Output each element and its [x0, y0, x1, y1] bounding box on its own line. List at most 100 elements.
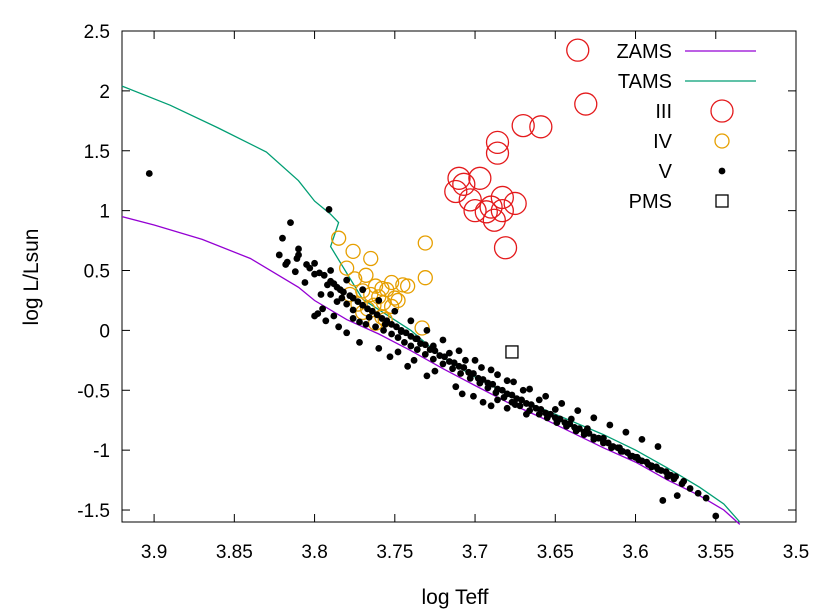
data-point-v: [362, 321, 370, 328]
data-point-v: [373, 311, 381, 319]
legend-swatch-pms: [715, 194, 729, 208]
data-point-v: [317, 291, 325, 298]
data-point-v: [657, 467, 665, 474]
data-point-v: [455, 347, 463, 355]
data-point-v: [484, 384, 492, 392]
data-point-v: [436, 352, 444, 359]
legend-swatch-iv: [714, 133, 730, 149]
data-point-v: [349, 294, 357, 302]
data-point-v: [423, 326, 431, 334]
data-point-iv: [345, 243, 361, 260]
plot-series: [121, 38, 741, 525]
data-point-iv: [358, 267, 374, 283]
data-point-v: [279, 234, 286, 242]
data-point-v: [458, 390, 466, 398]
data-point-iii: [503, 191, 527, 216]
data-point-v: [349, 306, 357, 314]
y-tick-label: 0: [99, 321, 110, 342]
data-point-v: [478, 364, 485, 371]
data-point-v: [479, 398, 487, 406]
data-point-v: [431, 367, 439, 375]
data-point-v: [322, 317, 330, 325]
data-point-v: [330, 280, 338, 288]
x-tick-label: 3.7: [462, 542, 488, 563]
data-point-v: [462, 356, 469, 364]
data-point-v: [407, 332, 415, 340]
data-point-v: [413, 346, 421, 353]
data-point-v: [580, 428, 588, 436]
data-point-v: [590, 433, 598, 441]
x-tick-label: 3.85: [216, 542, 253, 563]
data-point-iii: [482, 208, 506, 232]
legend-swatch-v: [718, 167, 726, 175]
legend-label-zams: ZAMS: [616, 41, 672, 63]
data-point-v: [311, 259, 318, 267]
data-point-v: [654, 443, 662, 450]
data-point-v: [590, 414, 598, 422]
data-point-v: [659, 497, 667, 504]
data-point-v: [287, 219, 294, 227]
data-point-v: [526, 385, 534, 393]
data-point-iv: [339, 260, 355, 276]
data-point-iii: [447, 166, 471, 190]
data-point-pms: [505, 345, 519, 359]
data-point-v: [145, 170, 153, 177]
data-point-iv: [363, 286, 379, 303]
data-point-v: [558, 400, 566, 407]
legend-label-v: V: [659, 161, 673, 183]
y-tick-label: 2: [99, 82, 110, 103]
data-point-v: [519, 386, 527, 394]
data-point-v: [510, 378, 517, 386]
data-point-v: [622, 428, 630, 436]
data-point-iii: [490, 185, 514, 210]
data-point-v: [295, 251, 302, 259]
data-point-v: [487, 366, 495, 374]
data-point-v: [410, 356, 418, 364]
data-point-v: [503, 404, 511, 412]
data-point-v: [667, 471, 675, 479]
data-point-v: [466, 374, 474, 382]
data-point-v: [343, 300, 351, 308]
data-point-v: [523, 410, 530, 418]
data-point-iv: [417, 235, 433, 251]
data-point-v: [401, 338, 408, 346]
x-tick-label: 3.6: [622, 542, 648, 563]
x-axis-label: log Teff: [422, 586, 489, 609]
data-point-v: [439, 360, 447, 368]
data-point-v: [320, 271, 328, 279]
y-tick-label: -1: [93, 441, 110, 462]
legend-label-tams: TAMS: [618, 71, 672, 93]
data-point-iii: [463, 198, 487, 223]
data-point-v: [394, 348, 402, 356]
data-point-v: [680, 477, 688, 485]
data-point-v: [356, 338, 363, 346]
data-point-v: [694, 489, 702, 497]
data-point-iv: [399, 278, 416, 294]
data-point-v: [513, 395, 521, 403]
data-point-v: [452, 383, 460, 391]
data-point-v: [494, 396, 501, 404]
legend-label-pms: PMS: [629, 191, 672, 213]
data-point-v: [574, 407, 582, 415]
data-point-v: [487, 402, 495, 410]
data-point-v: [439, 336, 447, 344]
data-point-v: [283, 258, 291, 266]
data-point-v: [327, 291, 335, 298]
data-point-iii: [444, 179, 468, 204]
data-point-v: [388, 321, 395, 328]
data-point-v: [445, 358, 453, 365]
data-point-v: [340, 288, 347, 296]
data-point-iii: [493, 236, 518, 260]
data-point-iii: [468, 166, 492, 190]
data-point-v: [365, 313, 373, 321]
data-point-v: [542, 409, 550, 417]
data-point-v: [291, 268, 299, 276]
data-point-v: [474, 374, 482, 382]
data-point-v: [523, 400, 530, 407]
data-point-v: [368, 307, 376, 315]
data-point-v: [375, 344, 383, 352]
data-point-v: [606, 421, 614, 429]
data-point-iii: [485, 141, 510, 165]
data-point-v: [413, 335, 421, 343]
